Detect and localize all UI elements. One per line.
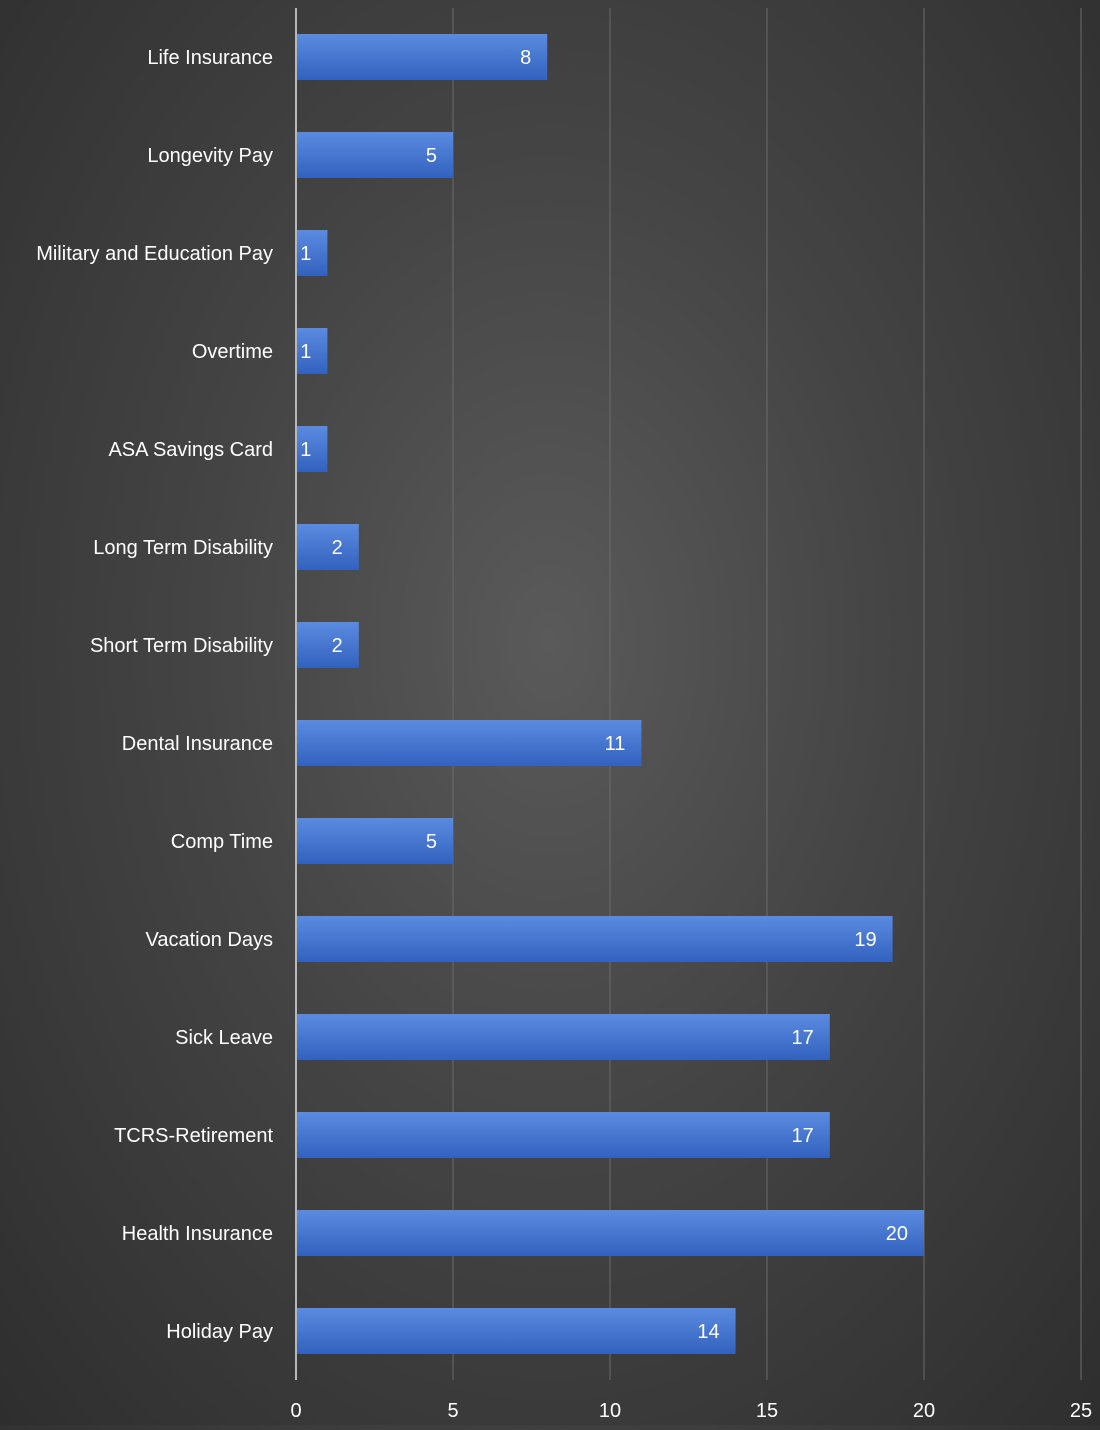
category-label: Longevity Pay xyxy=(147,145,273,167)
data-label: 1 xyxy=(300,439,311,461)
bar xyxy=(296,720,642,766)
x-tick-label: 20 xyxy=(913,1400,935,1422)
data-label: 1 xyxy=(300,243,311,265)
category-label: Military and Education Pay xyxy=(36,243,273,265)
data-label: 20 xyxy=(886,1223,908,1245)
data-label: 2 xyxy=(332,635,343,657)
bar xyxy=(296,34,548,80)
x-tick-label: 10 xyxy=(599,1400,621,1422)
bar xyxy=(296,230,328,276)
gridlines xyxy=(452,8,1082,1380)
x-tick-label: 0 xyxy=(290,1400,301,1422)
bar xyxy=(296,132,453,178)
category-label: Overtime xyxy=(192,341,273,363)
data-label: 5 xyxy=(426,145,437,167)
data-label: 17 xyxy=(792,1125,814,1147)
bar xyxy=(296,524,359,570)
bar xyxy=(296,1014,830,1060)
category-label: ASA Savings Card xyxy=(108,439,273,461)
bar xyxy=(296,426,328,472)
bar xyxy=(296,622,359,668)
category-label: Short Term Disability xyxy=(90,635,273,657)
bar xyxy=(296,818,453,864)
category-label: Long Term Disability xyxy=(93,537,273,559)
bar xyxy=(296,916,893,962)
category-label: TCRS-Retirement xyxy=(114,1125,273,1147)
x-tick-label: 15 xyxy=(756,1400,778,1422)
bar xyxy=(296,1308,736,1354)
category-label: Vacation Days xyxy=(146,929,273,951)
category-labels: Life Insurance Longevity Pay Military and … xyxy=(36,47,273,1343)
data-label: 8 xyxy=(520,47,531,69)
data-label: 19 xyxy=(854,929,876,951)
category-label: Comp Time xyxy=(171,831,273,853)
data-label: 14 xyxy=(697,1321,719,1343)
category-label: Holiday Pay xyxy=(166,1321,273,1343)
data-label: 5 xyxy=(426,831,437,853)
data-label: 11 xyxy=(605,733,626,755)
x-tick-label: 25 xyxy=(1070,1400,1092,1422)
category-label: Life Insurance xyxy=(147,47,273,69)
category-label: Sick Leave xyxy=(175,1027,273,1049)
data-label: 17 xyxy=(792,1027,814,1049)
bar xyxy=(296,328,328,374)
category-label: Dental Insurance xyxy=(122,733,273,755)
bar xyxy=(296,1112,830,1158)
tick-labels: 0 5 10 15 20 25 xyxy=(290,1400,1092,1422)
data-label: 1 xyxy=(300,341,311,363)
x-tick-label: 5 xyxy=(447,1400,458,1422)
data-label: 2 xyxy=(332,537,343,559)
category-label: Health Insurance xyxy=(122,1223,273,1245)
bar xyxy=(296,1210,924,1256)
